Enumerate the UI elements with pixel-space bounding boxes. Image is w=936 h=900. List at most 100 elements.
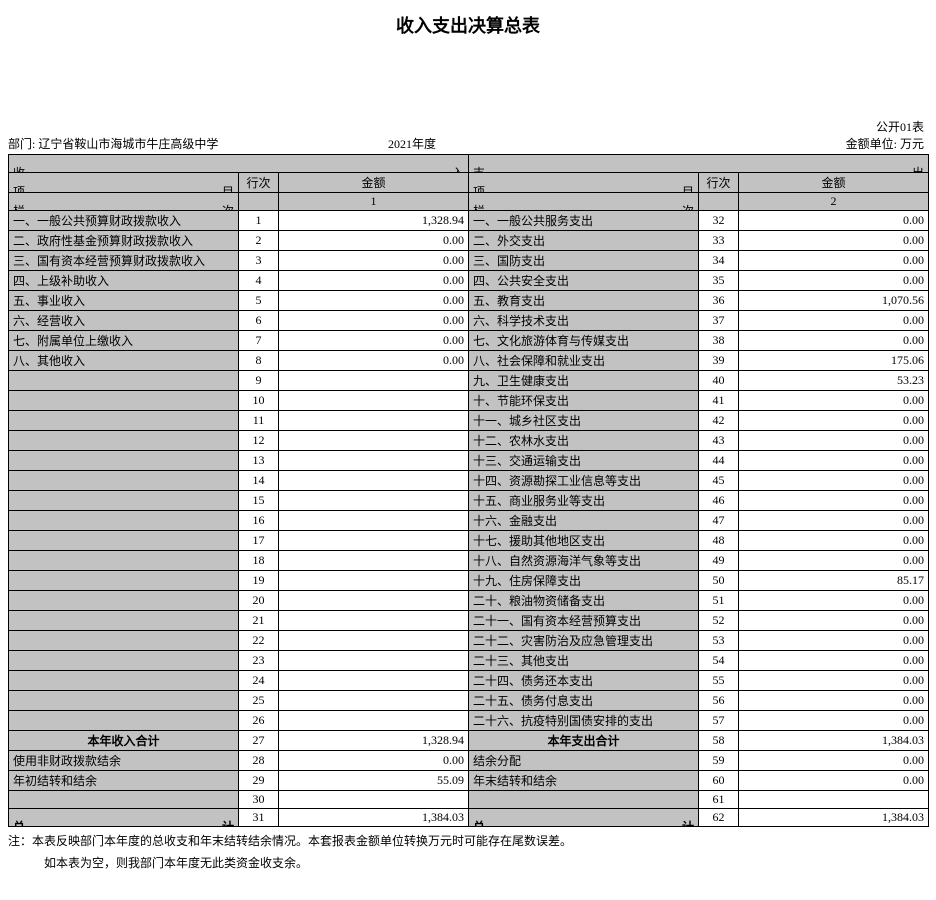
income-row-num: 26 xyxy=(239,711,279,731)
income-amount xyxy=(279,591,469,611)
expense-row-num: 55 xyxy=(699,671,739,691)
expense-amount: 0.00 xyxy=(739,531,929,551)
expense-amount: 0.00 xyxy=(739,231,929,251)
colnum-out: 2 xyxy=(739,193,929,211)
expense-amount: 0.00 xyxy=(739,311,929,331)
income-amount xyxy=(279,511,469,531)
income-row-num: 20 xyxy=(239,591,279,611)
expense-row-num: 56 xyxy=(699,691,739,711)
income-amount xyxy=(279,651,469,671)
income-row-num: 21 xyxy=(239,611,279,631)
income-item xyxy=(9,451,239,471)
expense-item: 二十、粮油物资储备支出 xyxy=(469,591,699,611)
expense-row-num: 32 xyxy=(699,211,739,231)
income-subtotal-label: 本年收入合计 xyxy=(9,731,239,751)
extra-in-item: 年初结转和结余 xyxy=(9,771,239,791)
expense-row-num: 57 xyxy=(699,711,739,731)
income-item xyxy=(9,711,239,731)
expense-row-num: 39 xyxy=(699,351,739,371)
budget-table: 收 入 支 出 项 目 行次 金额 项 目 行次 金额 xyxy=(8,154,929,827)
income-amount xyxy=(279,711,469,731)
income-row-num: 7 xyxy=(239,331,279,351)
expense-row-num: 35 xyxy=(699,271,739,291)
expense-amount: 53.23 xyxy=(739,371,929,391)
department: 部门: 辽宁省鞍山市海城市牛庄高级中学 xyxy=(8,135,218,152)
expense-row-num: 48 xyxy=(699,531,739,551)
expense-amount: 0.00 xyxy=(739,211,929,231)
extra-in-row: 30 xyxy=(239,791,279,809)
income-row-num: 18 xyxy=(239,551,279,571)
col-row-in: 行次 xyxy=(239,173,279,193)
expense-subtotal-label: 本年支出合计 xyxy=(469,731,699,751)
expense-amount: 1,070.56 xyxy=(739,291,929,311)
expense-item: 十五、商业服务业等支出 xyxy=(469,491,699,511)
expense-item: 十二、农林水支出 xyxy=(469,431,699,451)
income-subtotal-row: 27 xyxy=(239,731,279,751)
expense-subtotal-row: 58 xyxy=(699,731,739,751)
income-item xyxy=(9,491,239,511)
expense-row-num: 40 xyxy=(699,371,739,391)
income-amount: 0.00 xyxy=(279,291,469,311)
note-line-1: 注：本表反映部门本年度的总收支和年末结转结余情况。本套报表金额单位转换万元时可能… xyxy=(8,831,928,853)
income-row-num: 25 xyxy=(239,691,279,711)
expense-item: 二十二、灾害防治及应急管理支出 xyxy=(469,631,699,651)
expense-amount: 0.00 xyxy=(739,251,929,271)
expense-row-num: 43 xyxy=(699,431,739,451)
income-amount xyxy=(279,491,469,511)
grand-total-in-row: 31 xyxy=(239,809,279,827)
expense-section-header: 支 出 xyxy=(469,155,929,173)
income-item: 三、国有资本经营预算财政拨款收入 xyxy=(9,251,239,271)
income-section-header: 收 入 xyxy=(9,155,469,173)
income-row-num: 16 xyxy=(239,511,279,531)
grand-total-in-label: 总计 xyxy=(9,809,239,827)
expense-amount: 0.00 xyxy=(739,591,929,611)
col-item-in: 项 目 xyxy=(9,173,239,193)
expense-amount: 0.00 xyxy=(739,651,929,671)
expense-amount: 0.00 xyxy=(739,691,929,711)
expense-item: 十七、援助其他地区支出 xyxy=(469,531,699,551)
income-row-num: 6 xyxy=(239,311,279,331)
income-item: 八、其他收入 xyxy=(9,351,239,371)
extra-in-row: 29 xyxy=(239,771,279,791)
dept-name: 辽宁省鞍山市海城市牛庄高级中学 xyxy=(38,137,218,151)
extra-out-item xyxy=(469,791,699,809)
income-item xyxy=(9,611,239,631)
income-item xyxy=(9,551,239,571)
income-item: 六、经营收入 xyxy=(9,311,239,331)
lanci-in-blank xyxy=(239,193,279,211)
footnotes: 注：本表反映部门本年度的总收支和年末结转结余情况。本套报表金额单位转换万元时可能… xyxy=(8,831,928,874)
expense-item: 十、节能环保支出 xyxy=(469,391,699,411)
income-amount xyxy=(279,671,469,691)
income-item xyxy=(9,691,239,711)
income-row-num: 22 xyxy=(239,631,279,651)
expense-amount: 0.00 xyxy=(739,491,929,511)
income-row-num: 10 xyxy=(239,391,279,411)
income-row-num: 17 xyxy=(239,531,279,551)
expense-amount: 0.00 xyxy=(739,451,929,471)
extra-in-amt: 55.09 xyxy=(279,771,469,791)
header-info: 公开01表 部门: 辽宁省鞍山市海城市牛庄高级中学 2021年度 金额单位: 万… xyxy=(8,118,928,154)
grand-total-out-label: 总计 xyxy=(469,809,699,827)
expense-amount: 175.06 xyxy=(739,351,929,371)
income-amount xyxy=(279,631,469,651)
col-row-out: 行次 xyxy=(699,173,739,193)
income-amount xyxy=(279,391,469,411)
extra-out-item: 结余分配 xyxy=(469,751,699,771)
income-amount xyxy=(279,531,469,551)
income-row-num: 11 xyxy=(239,411,279,431)
income-item xyxy=(9,391,239,411)
expense-item: 九、卫生健康支出 xyxy=(469,371,699,391)
expense-item: 四、公共安全支出 xyxy=(469,271,699,291)
extra-out-row: 61 xyxy=(699,791,739,809)
form-number: 公开01表 xyxy=(876,118,924,135)
income-item xyxy=(9,571,239,591)
extra-out-amt: 0.00 xyxy=(739,771,929,791)
extra-in-amt: 0.00 xyxy=(279,751,469,771)
expense-item: 十六、金融支出 xyxy=(469,511,699,531)
extra-in-item xyxy=(9,791,239,809)
expense-item: 一、一般公共服务支出 xyxy=(469,211,699,231)
expense-row-num: 52 xyxy=(699,611,739,631)
expense-row-num: 51 xyxy=(699,591,739,611)
income-amount xyxy=(279,571,469,591)
income-item: 七、附属单位上缴收入 xyxy=(9,331,239,351)
